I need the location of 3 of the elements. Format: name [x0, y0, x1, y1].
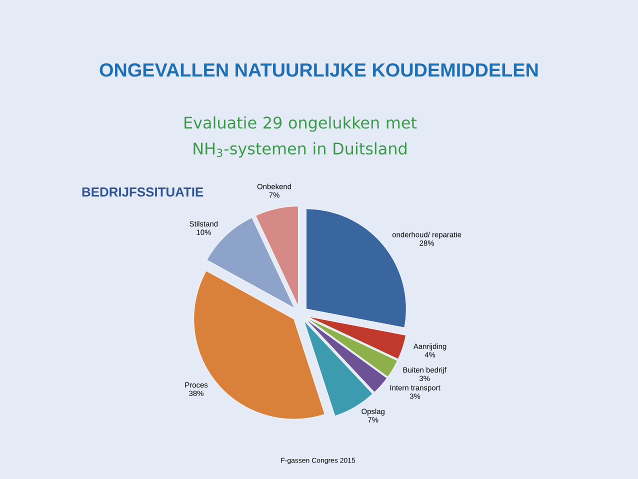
chart-subtitle: Evaluatie 29 ongelukken met NH$_{3}$-systemen in Duitsland	[184, 116, 417, 158]
chart-title: ONGEVALLEN NATUURLIJKE KOUDEMIDDELEN	[100, 63, 538, 77]
text: BEDRIJFSSITUATIE	[82, 187, 204, 197]
